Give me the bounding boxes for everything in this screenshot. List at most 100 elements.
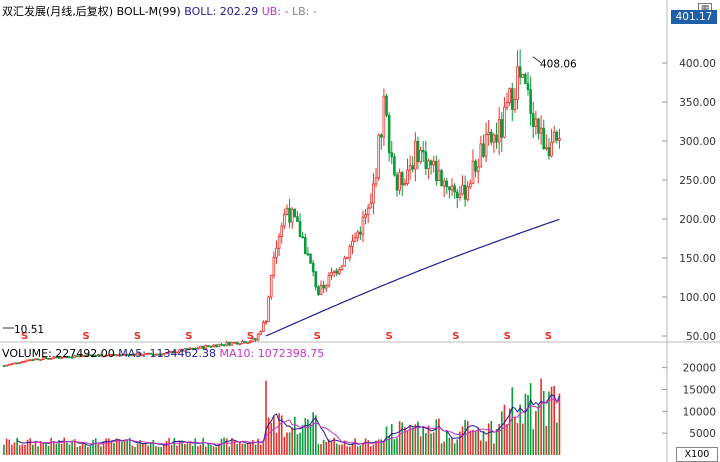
volume-bar	[252, 440, 254, 455]
candle-body	[259, 331, 263, 335]
volume-bar	[32, 444, 34, 455]
volume-bar	[26, 439, 29, 455]
volume-bar	[506, 424, 508, 455]
candle-body	[492, 134, 496, 143]
candle-body	[335, 270, 339, 274]
volume-bar	[168, 438, 170, 455]
volume-bar	[343, 440, 346, 455]
candle-body	[382, 95, 386, 138]
candle-body	[408, 165, 412, 171]
candle-body	[65, 356, 69, 359]
candle-body	[15, 362, 19, 365]
candle-body	[104, 354, 108, 357]
candle-body	[471, 160, 475, 185]
candle-body	[539, 127, 543, 134]
candle-body	[60, 357, 63, 359]
candle-body	[204, 345, 208, 349]
candle-body	[91, 354, 95, 357]
volume-bar	[244, 443, 246, 455]
candle-body	[288, 207, 291, 223]
candle-body	[193, 348, 197, 350]
volume-bar	[448, 437, 451, 455]
volume-bar	[236, 444, 238, 455]
candle-body	[311, 262, 315, 273]
candle-body	[537, 118, 540, 134]
candle-body	[49, 357, 53, 360]
volume-bar	[438, 418, 440, 455]
volume-header: VOLUME: 227492.00 MA5: 1134462.38 MA10: …	[2, 347, 324, 360]
volume-bar	[325, 441, 328, 455]
candle-body	[419, 149, 422, 163]
volume-bar	[461, 426, 464, 455]
volume-bar	[92, 439, 94, 455]
candle-body	[228, 341, 231, 346]
volume-bar	[73, 439, 76, 455]
volume-bar	[432, 432, 435, 455]
candle-body	[136, 352, 139, 356]
volume-bar	[459, 431, 461, 455]
candle-body	[364, 214, 367, 218]
candle-body	[115, 354, 118, 357]
volume-bar	[430, 433, 432, 455]
volume-bar	[330, 440, 333, 455]
volume-bar	[537, 404, 540, 455]
volume-bar	[545, 425, 548, 455]
volume-bar	[210, 445, 212, 455]
candle-body	[555, 131, 559, 141]
candle-body	[424, 151, 428, 169]
candle-body	[309, 253, 312, 264]
candle-body	[513, 99, 517, 110]
volume-bar	[427, 425, 430, 455]
volume-bar	[254, 444, 257, 455]
candle-body	[314, 271, 318, 288]
volume-bar	[535, 411, 537, 455]
candle-body	[296, 216, 299, 222]
candle-body	[146, 352, 150, 355]
candle-body	[28, 359, 32, 362]
candle-body	[400, 172, 404, 186]
volume-bar	[47, 445, 50, 455]
volume-bar	[223, 437, 225, 455]
volume-unit-box[interactable]: X100	[676, 447, 718, 462]
volume-bar	[207, 444, 210, 455]
volume-bar	[278, 413, 280, 455]
volume-bar	[498, 423, 500, 455]
candle-body	[432, 160, 435, 166]
volume-bar	[493, 443, 495, 455]
candle-body	[458, 193, 462, 199]
volume-bar	[165, 441, 168, 455]
boll-mid-line	[265, 218, 560, 337]
candle-body	[306, 253, 310, 256]
candle-body	[110, 354, 113, 356]
volume-bar	[136, 443, 139, 455]
candle-body	[138, 352, 142, 356]
candle-body	[123, 353, 126, 356]
candle-body	[427, 160, 430, 169]
volume-bar	[409, 425, 411, 455]
volume-bar	[176, 445, 178, 455]
volume-bar	[356, 446, 359, 455]
volume-bar	[519, 404, 521, 455]
ma5-value: 1134462.38	[149, 347, 216, 360]
volume-bar	[469, 430, 472, 455]
volume-bar	[89, 446, 92, 455]
volume-bar	[118, 439, 121, 455]
candle-body	[345, 257, 349, 260]
candle-body	[267, 296, 270, 322]
volume-bar	[108, 438, 110, 455]
volume-bar	[495, 429, 498, 455]
candle-body	[290, 208, 294, 223]
volume-bar	[275, 432, 278, 455]
volume-bar	[383, 441, 385, 455]
candle-body	[209, 345, 213, 348]
volume-bar	[335, 443, 338, 455]
current-price-box: 401.17	[671, 10, 717, 24]
candle-body	[178, 349, 181, 353]
candle-body	[387, 114, 391, 154]
candle-body	[99, 354, 103, 357]
candle-body	[469, 183, 472, 188]
candle-body	[128, 354, 132, 357]
candle-body	[298, 221, 302, 238]
volume-bar	[259, 444, 262, 455]
